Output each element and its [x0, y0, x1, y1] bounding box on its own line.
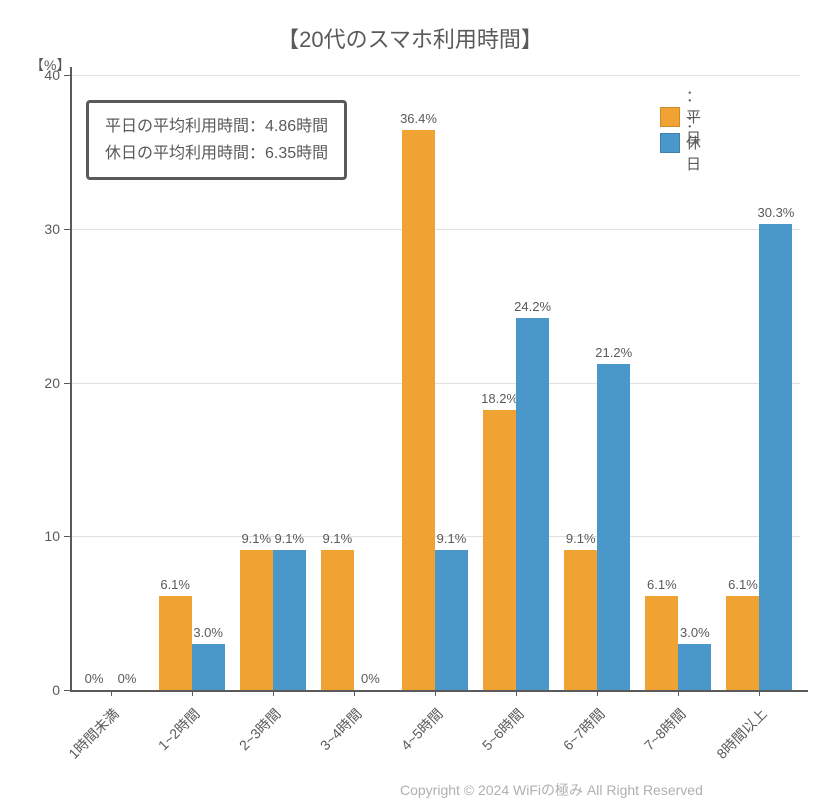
x-tick-mark: [192, 690, 193, 696]
bar-weekend: [759, 224, 792, 690]
bar-weekday: [240, 550, 273, 690]
bar-weekday: [159, 596, 192, 690]
bar-weekend: [597, 364, 630, 690]
info-box: 平日の平均利用時間：4.86時間 休日の平均利用時間：6.35時間: [86, 100, 347, 180]
bar-value-label: 0%: [361, 671, 380, 686]
x-tick-mark: [354, 690, 355, 696]
x-tick-mark: [678, 690, 679, 696]
info-line-1: 平日の平均利用時間：4.86時間: [105, 113, 328, 140]
bar-value-label: 0%: [118, 671, 137, 686]
y-tick-label: 30: [0, 221, 60, 237]
bar-weekend: [273, 550, 306, 690]
bar-value-label: 3.0%: [680, 625, 710, 640]
grid-line: [70, 229, 800, 230]
bar-weekday: [483, 410, 516, 690]
legend-item-weekend: ：休日: [660, 111, 713, 174]
bar-value-label: 9.1%: [241, 531, 271, 546]
bar-value-label: 24.2%: [514, 299, 551, 314]
copyright-text: Copyright © 2024 WiFiの極み All Right Reser…: [400, 780, 703, 800]
bar-value-label: 6.1%: [728, 577, 758, 592]
x-tick-mark: [759, 690, 760, 696]
y-tick-label: 0: [0, 682, 60, 698]
x-tick-label: 7~8時間: [640, 704, 691, 755]
grid-line: [70, 75, 800, 76]
x-tick-label: 4~5時間: [396, 704, 447, 755]
chart-title: 【20代のスマホ利用時間】: [0, 22, 820, 54]
chart-container: 【20代のスマホ利用時間】 【%】 0102030401時間未満0%0%1~2時…: [0, 0, 820, 808]
bar-weekday: [564, 550, 597, 690]
bar-weekend: [192, 644, 225, 690]
bar-value-label: 9.1%: [323, 531, 353, 546]
bar-value-label: 0%: [85, 671, 104, 686]
x-tick-mark: [273, 690, 274, 696]
x-tick-label: 1時間未満: [63, 704, 122, 763]
x-tick-mark: [435, 690, 436, 696]
y-tick-label: 40: [0, 67, 60, 83]
bar-value-label: 30.3%: [758, 205, 795, 220]
legend-swatch: [660, 133, 680, 153]
bar-value-label: 36.4%: [400, 111, 437, 126]
bar-weekend: [516, 318, 549, 690]
bar-weekend: [435, 550, 468, 690]
x-tick-label: 1~2時間: [153, 704, 204, 755]
bar-value-label: 21.2%: [595, 345, 632, 360]
bar-weekday: [402, 130, 435, 690]
y-tick-label: 10: [0, 528, 60, 544]
x-tick-label: 8時間以上: [712, 704, 771, 763]
bar-value-label: 3.0%: [193, 625, 223, 640]
grid-line: [70, 383, 800, 384]
bar-value-label: 9.1%: [274, 531, 304, 546]
y-axis: [70, 67, 72, 690]
y-tick-label: 20: [0, 375, 60, 391]
x-axis: [70, 690, 808, 692]
bar-weekday: [645, 596, 678, 690]
x-tick-label: 2~3時間: [234, 704, 285, 755]
grid-line: [70, 536, 800, 537]
bar-weekday: [321, 550, 354, 690]
x-tick-label: 5~6時間: [478, 704, 529, 755]
legend-label: ：休日: [686, 111, 713, 174]
bar-weekend: [678, 644, 711, 690]
x-tick-mark: [516, 690, 517, 696]
bar-value-label: 6.1%: [647, 577, 677, 592]
x-tick-mark: [597, 690, 598, 696]
bar-value-label: 9.1%: [437, 531, 467, 546]
x-tick-label: 6~7時間: [559, 704, 610, 755]
bar-weekday: [726, 596, 759, 690]
bar-value-label: 18.2%: [481, 391, 518, 406]
x-tick-mark: [111, 690, 112, 696]
info-line-2: 休日の平均利用時間：6.35時間: [105, 140, 328, 167]
x-tick-label: 3~4時間: [315, 704, 366, 755]
bar-value-label: 9.1%: [566, 531, 596, 546]
bar-value-label: 6.1%: [160, 577, 190, 592]
